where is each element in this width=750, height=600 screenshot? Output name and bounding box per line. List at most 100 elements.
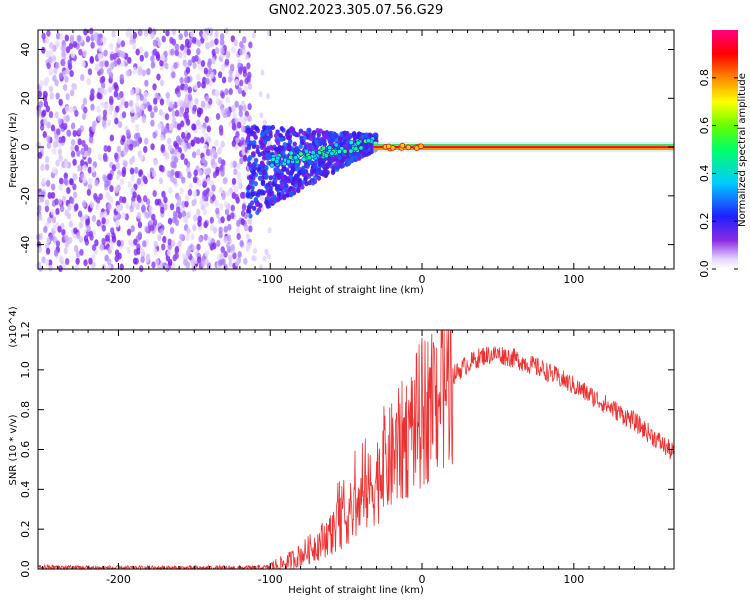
spectrogram-cell <box>226 234 232 242</box>
spectrogram-cell <box>50 191 56 199</box>
spectrogram-cell <box>65 114 70 122</box>
spectrogram-cell <box>215 207 220 215</box>
spectrogram-cell <box>133 238 138 246</box>
spectrogram-cell <box>87 166 93 174</box>
spectrogram-cell <box>259 112 264 119</box>
spectrogram-cell <box>269 162 275 168</box>
spectrogram-cell <box>101 217 106 225</box>
spectrogram-cell <box>173 62 178 70</box>
spectrogram-cell <box>176 85 181 93</box>
spectrogram-cell <box>114 152 119 160</box>
spectrogram-cell <box>41 190 46 198</box>
spectrogram-cell <box>96 219 101 227</box>
spectrogram-cell <box>104 180 109 188</box>
spectrogram-cell <box>248 225 253 233</box>
spectrogram-cell <box>214 38 219 46</box>
spectrogram-cell <box>261 144 266 150</box>
spectrogram-cell <box>150 55 155 63</box>
spectrogram-cell <box>185 233 190 241</box>
spectrogram-cell <box>321 158 326 164</box>
spectrogram-cell <box>270 156 276 162</box>
spectrogram-cell <box>146 68 151 76</box>
spectrogram-cell <box>162 235 167 243</box>
spectrogram-cell <box>61 161 66 169</box>
spectrogram-cell <box>74 144 79 152</box>
spectrogram-cell <box>61 228 66 236</box>
spectrogram-cell <box>55 32 61 40</box>
spectrogram-cell <box>227 223 232 231</box>
spectrogram-cell <box>243 257 248 265</box>
spectrogram-cell <box>215 166 220 174</box>
spectrogram-cell <box>48 111 54 119</box>
spectrogram-cell <box>220 159 226 167</box>
spectrogram-cell <box>288 191 294 197</box>
spectrogram-ytick-label: 0 <box>19 144 32 151</box>
spectrogram-cell <box>304 148 310 154</box>
spectrogram-cell <box>106 145 112 153</box>
snr-ylabel: SNR (10 * v/v) <box>8 414 19 485</box>
spectrogram-cell <box>89 94 94 102</box>
spectrogram-cell <box>59 205 65 213</box>
spectrogram-cell <box>96 105 101 113</box>
spectrogram-cell <box>211 184 216 192</box>
spectrogram-cell <box>130 116 136 124</box>
spectrogram-cell <box>264 183 269 190</box>
spectrogram-frame <box>37 29 675 270</box>
spectrogram-cell <box>275 172 280 178</box>
spectrogram-cell <box>307 127 312 134</box>
spectrogram-cell <box>86 225 91 233</box>
spectrogram-cell <box>247 155 253 161</box>
spectrogram-cell <box>126 247 131 255</box>
spectrogram-cell <box>220 216 225 224</box>
spectrogram-cell <box>190 259 196 267</box>
snr-xtick-label: 100 <box>563 573 584 586</box>
spectrogram-cell <box>55 240 61 248</box>
spectrogram-cell <box>244 224 249 232</box>
spectrogram-cell <box>42 94 48 102</box>
spectrogram-cell <box>38 100 44 108</box>
spectrogram-cell <box>89 201 95 209</box>
spectrogram-cell <box>90 41 95 49</box>
spectrogram-xlabel: Height of straight line (km) <box>288 285 424 296</box>
spectrogram-cell <box>323 153 329 159</box>
spectrogram-cell <box>152 48 158 56</box>
spectrogram-cell <box>251 255 256 262</box>
spectrogram-cell <box>257 151 262 158</box>
spectrogram-cell <box>120 51 126 59</box>
spectrogram-cell <box>236 171 242 179</box>
snr-ytick-label: 1.2 <box>19 321 32 339</box>
spectrogram-cell <box>41 32 46 40</box>
spectrogram-cell <box>144 137 149 145</box>
spectrogram-cell <box>187 59 193 67</box>
spectrogram-cell <box>142 175 148 183</box>
spectrogram-cell <box>77 138 82 146</box>
spectrogram-cell <box>200 100 206 108</box>
spectrogram-cell <box>115 105 120 113</box>
spectrogram-cell <box>96 38 101 46</box>
spectrogram-cell <box>103 145 108 153</box>
spectrogram-cell <box>165 91 171 99</box>
spectrogram-cell <box>41 177 46 185</box>
spectrogram-cell <box>172 161 177 169</box>
spectrogram-cell <box>82 50 87 58</box>
spectrogram-cell <box>193 83 198 91</box>
spectrogram-cell <box>169 36 174 44</box>
spectrogram-cell <box>136 177 142 185</box>
spectrogram-cell <box>214 47 220 55</box>
spectrogram-cell <box>158 108 164 116</box>
spectrogram-cell <box>211 147 216 155</box>
spectrogram-cell <box>61 50 66 58</box>
spectrogram-cell <box>196 148 201 156</box>
spectrogram-cell <box>271 181 276 187</box>
spectrogram-cell <box>140 256 145 264</box>
spectrogram-cell <box>238 66 243 74</box>
spectrogram-cell <box>38 213 43 221</box>
spectrogram-cell <box>145 226 150 234</box>
spectrogram-cell <box>102 109 108 117</box>
spectrogram-cell <box>331 168 336 174</box>
spectrogram-cell <box>207 235 212 243</box>
spectrogram-cell <box>194 54 199 62</box>
spectrogram-cell <box>49 92 54 100</box>
spectrogram-cell <box>46 62 51 70</box>
spectrogram-cell <box>91 253 96 261</box>
